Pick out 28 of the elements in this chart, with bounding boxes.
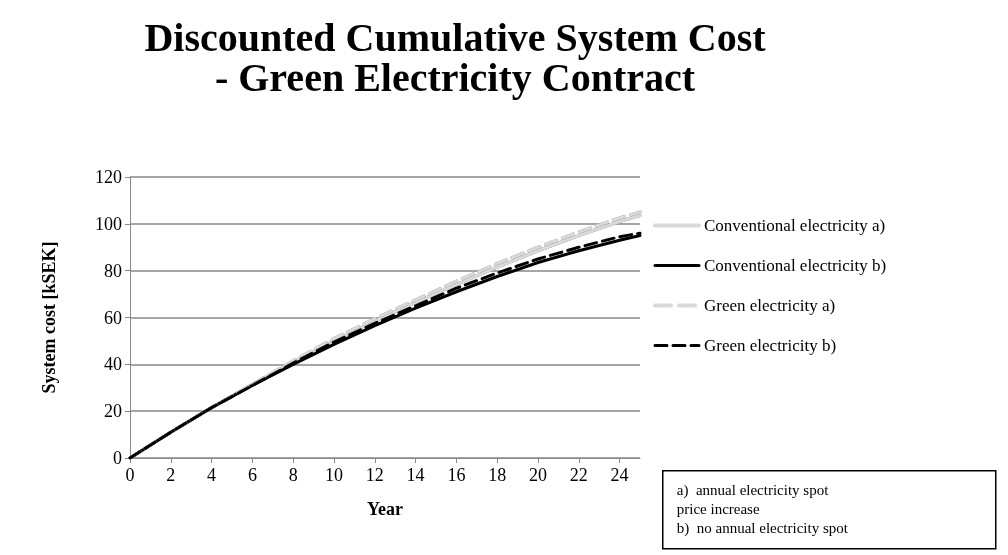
y-axis-title: System cost [kSEK] [39, 241, 59, 394]
y-tick-label: 60 [104, 307, 122, 328]
x-tick-label: 22 [569, 465, 588, 485]
y-tick-label: 20 [104, 401, 122, 422]
x-tick-label: 16 [447, 465, 466, 485]
x-tick-label: 8 [288, 465, 298, 485]
y-tick-label: 0 [113, 448, 122, 468]
x-tick-label: 0 [125, 465, 135, 485]
legend-label: Conventional electricity b) [704, 256, 887, 275]
chart-title: Discounted Cumulative System Cost - Green Electricity Contract [144, 14, 767, 100]
x-tick-label: 18 [488, 465, 507, 485]
text: b) no annual electricity spot [676, 520, 849, 538]
x-tick-label: 24 [610, 465, 629, 485]
y-tick-label: 120 [95, 167, 122, 187]
y-tick-label: 80 [104, 260, 122, 281]
x-tick-label: 6 [247, 465, 257, 485]
x-tick-label: 10 [325, 465, 343, 485]
legend-label: Conventional electricity a) [704, 216, 886, 235]
x-tick-label: 12 [365, 465, 384, 485]
legend-label: Green electricity a) [704, 296, 836, 315]
x-axis-title: Year [367, 499, 403, 519]
x-tick-label: 4 [207, 465, 217, 485]
y-tick-label: 100 [95, 213, 122, 234]
x-tick-label: 14 [406, 465, 425, 485]
y-tick-label: 40 [104, 354, 122, 375]
x-tick-label: 2 [166, 465, 176, 485]
legend-label: Green electricity b) [704, 336, 837, 355]
x-tick-label: 20 [529, 465, 547, 485]
